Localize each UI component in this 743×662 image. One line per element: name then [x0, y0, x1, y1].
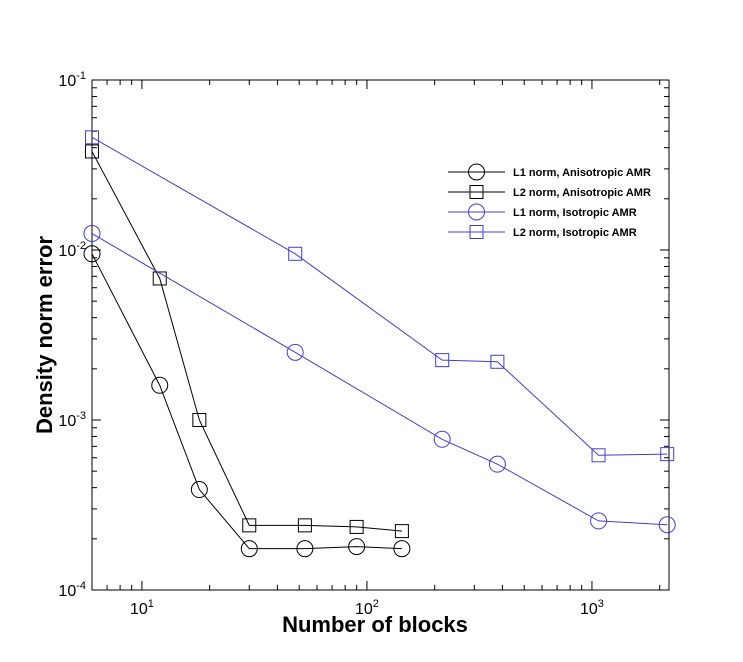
data-point: [469, 225, 484, 239]
y-axis-title: Density norm error: [32, 236, 57, 434]
data-point: [152, 271, 167, 286]
data-point: [242, 518, 257, 533]
data-point: [469, 185, 484, 199]
data-point: [348, 538, 366, 556]
plot-frame: [91, 79, 670, 591]
data-point: [590, 512, 608, 530]
data-point: [591, 448, 606, 463]
y-tick-label: 10-3: [58, 410, 86, 430]
data-point: [190, 481, 208, 499]
legend-item: L1 norm, Isotropic AMR: [448, 203, 637, 221]
series-4: [85, 130, 675, 463]
legend-item: L2 norm, Isotropic AMR: [448, 225, 637, 239]
data-point: [394, 524, 409, 539]
data-point: [286, 343, 304, 361]
data-point: [192, 413, 207, 427]
legend-item: L2 norm, Anisotropic AMR: [448, 185, 651, 199]
y-tick-label: 10-4: [58, 580, 86, 600]
data-point: [435, 353, 450, 368]
legend-label: L2 norm, Anisotropic AMR: [513, 187, 651, 199]
data-point: [240, 540, 258, 558]
data-point: [658, 516, 676, 534]
data-point: [468, 163, 485, 181]
series-line: [91, 136, 668, 456]
data-point: [288, 246, 303, 261]
legend-label: L2 norm, Isotropic AMR: [513, 227, 637, 239]
x-axis-title: Number of blocks: [282, 612, 468, 637]
legend: L1 norm, Anisotropic AMR L2 norm, Anisotr…: [448, 163, 651, 239]
data-point: [83, 245, 101, 263]
y-tick-label: 10-2: [58, 240, 86, 260]
x-tick-label: 102: [355, 598, 379, 618]
series-1: [83, 245, 411, 558]
series-line: [91, 151, 402, 532]
data-point: [85, 144, 99, 159]
data-point: [151, 376, 169, 394]
axis-ticks: 101 102 103 10-1 10-2 10-3 10-4: [58, 70, 669, 618]
series-2: [85, 144, 409, 539]
data-point: [349, 519, 364, 534]
series-line: [91, 233, 668, 526]
x-tick-label: 101: [130, 598, 154, 618]
data-point: [488, 455, 506, 473]
data-point: [660, 447, 675, 462]
data-point: [83, 225, 101, 243]
data-point: [297, 518, 312, 533]
legend-label: L1 norm, Anisotropic AMR: [513, 167, 651, 179]
legend-item: L1 norm, Anisotropic AMR: [448, 163, 651, 181]
data-point: [433, 430, 451, 448]
series-3: [83, 225, 676, 534]
data-point: [490, 354, 505, 369]
data-point: [468, 203, 485, 221]
y-tick-label: 10-1: [58, 70, 86, 90]
data-point: [296, 540, 314, 558]
series-line: [91, 253, 402, 550]
data-point: [85, 130, 99, 145]
data-point: [393, 540, 411, 558]
legend-label: L1 norm, Isotropic AMR: [513, 207, 637, 219]
data-series: [83, 130, 676, 558]
x-tick-label: 103: [580, 598, 604, 618]
